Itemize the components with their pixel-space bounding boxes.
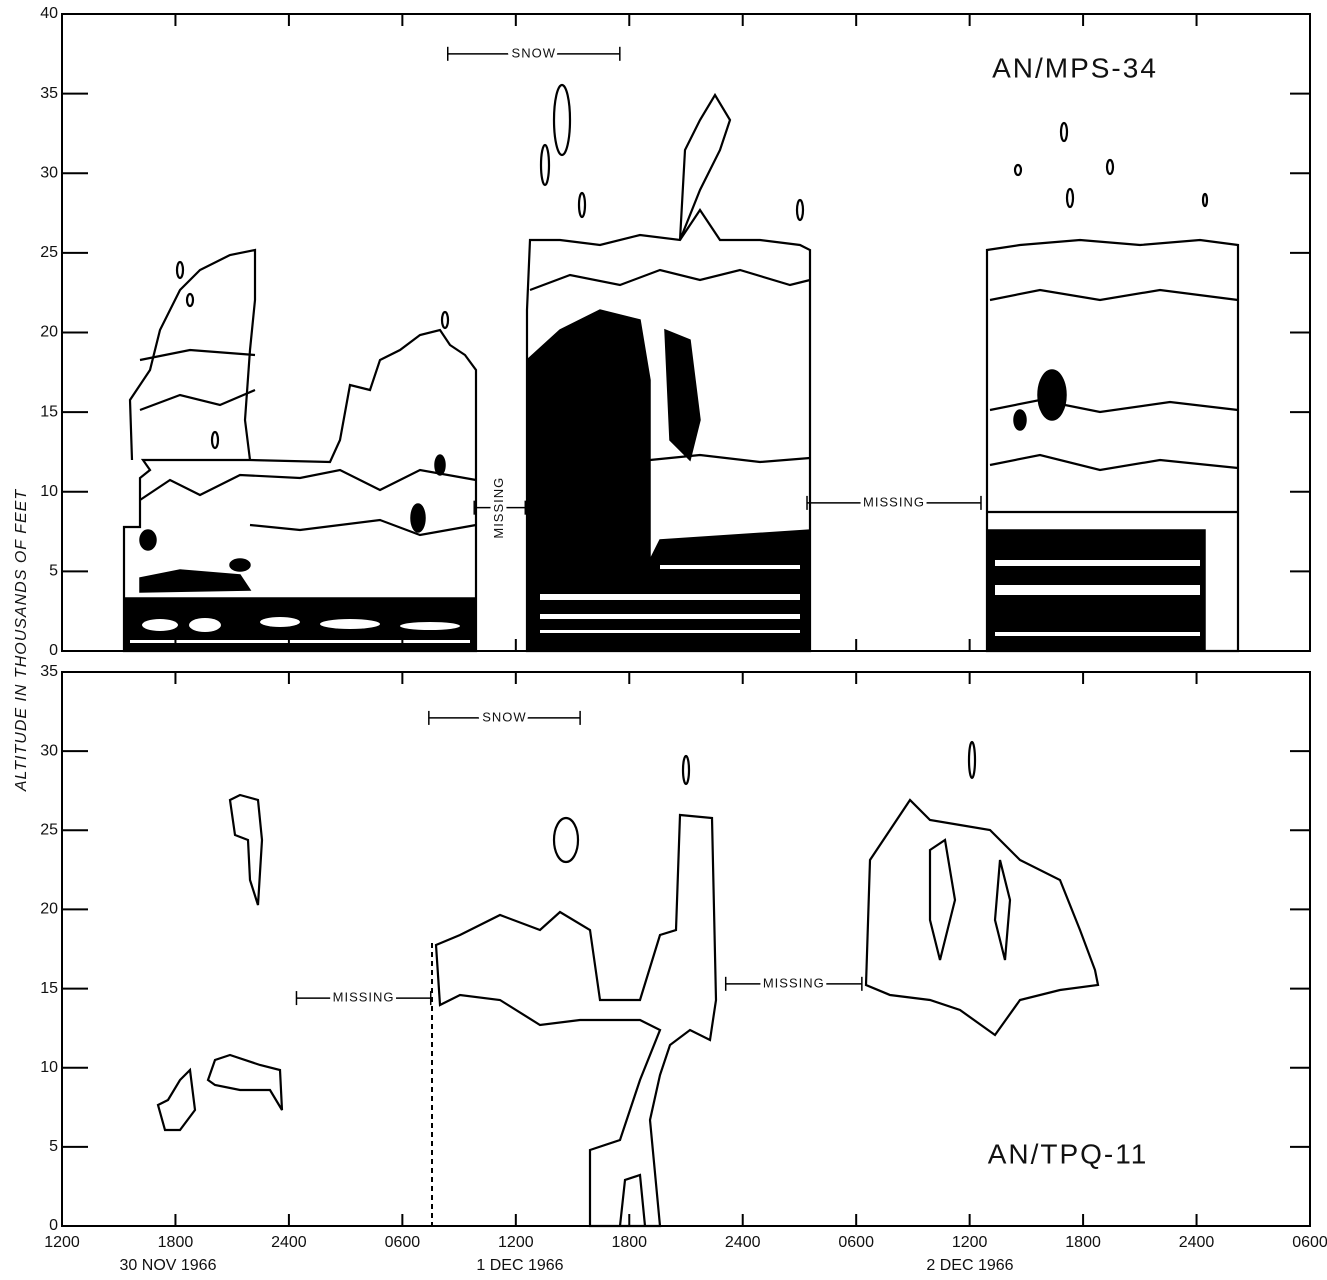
chart: AN/MPS-34 AN/TPQ-11 ALTITUDE IN THOUSAND… (0, 0, 1327, 1280)
echo-contours-top (124, 85, 1238, 651)
y-tick-label: 30 (40, 164, 58, 181)
y-tick-label: 20 (40, 901, 58, 918)
y-tick-label: 35 (40, 85, 58, 102)
date-label: 2 DEC 1966 (926, 1257, 1013, 1274)
y-tick-label: 10 (40, 483, 58, 500)
annotation: MISSING (333, 990, 395, 1005)
x-tick-label: 2400 (725, 1234, 761, 1251)
y-tick-label: 30 (40, 742, 58, 759)
y-tick-label: 5 (49, 1138, 58, 1155)
x-tick-label: 1200 (952, 1234, 988, 1251)
x-tick-label: 1200 (44, 1234, 80, 1251)
y-tick-label: 5 (49, 563, 58, 580)
y-tick-label: 20 (40, 324, 58, 341)
x-tick-label: 0600 (1292, 1234, 1327, 1251)
annotation: MISSING (763, 975, 825, 990)
y-tick-label: 15 (40, 403, 58, 420)
annotation: SNOW (482, 709, 526, 724)
y-tick-label: 35 (40, 663, 58, 680)
y-axis-label: ALTITUDE IN THOUSANDS OF FEET (13, 489, 30, 792)
x-tick-label: 1200 (498, 1234, 534, 1251)
x-tick-label: 1800 (611, 1234, 647, 1251)
echo-contours-bottom (158, 742, 1098, 1226)
x-tick-label: 1800 (158, 1234, 194, 1251)
y-tick-label: 25 (40, 822, 58, 839)
date-label: 30 NOV 1966 (120, 1257, 217, 1274)
panel-title: AN/MPS-34 (992, 52, 1158, 83)
annotation: MISSING (863, 494, 925, 509)
y-tick-label: 25 (40, 244, 58, 261)
y-tick-label: 15 (40, 980, 58, 997)
date-label: 1 DEC 1966 (476, 1257, 563, 1274)
annotation: SNOW (512, 45, 556, 60)
y-tick-label: 10 (40, 1059, 58, 1076)
x-tick-label: 1800 (1065, 1234, 1101, 1251)
annotation: MISSING (491, 477, 506, 539)
x-tick-label: 0600 (838, 1234, 874, 1251)
panel-title: AN/TPQ-11 (988, 1138, 1149, 1169)
x-tick-label: 2400 (271, 1234, 307, 1251)
x-tick-label: 0600 (385, 1234, 421, 1251)
y-tick-label: 0 (49, 642, 58, 659)
y-tick-label: 0 (49, 1217, 58, 1234)
x-tick-label: 2400 (1179, 1234, 1215, 1251)
y-tick-label: 40 (40, 5, 58, 22)
